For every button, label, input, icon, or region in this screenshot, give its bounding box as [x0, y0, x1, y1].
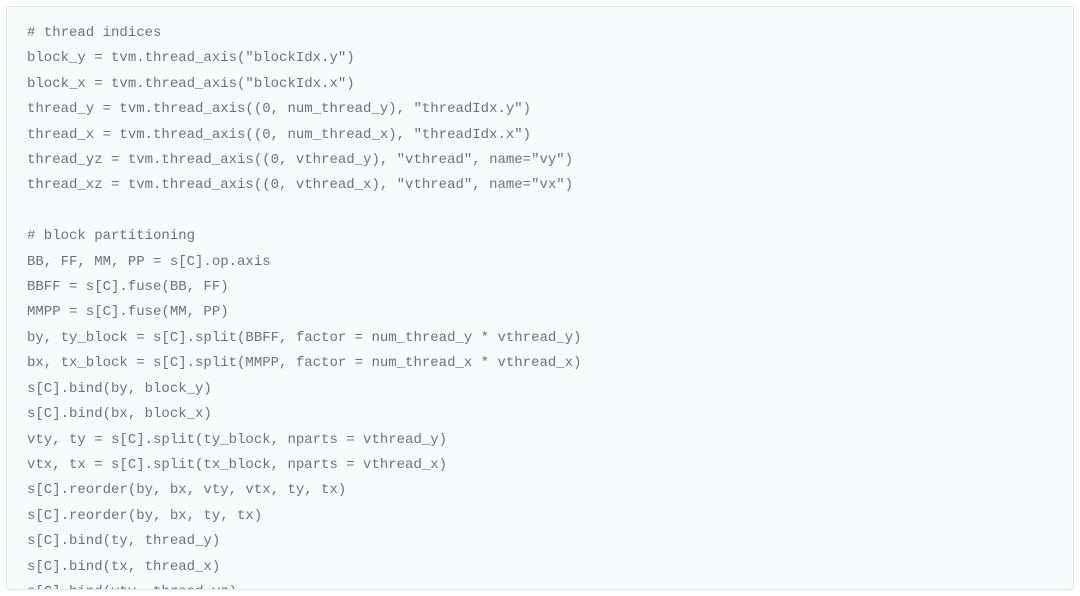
code-line: thread_x = tvm.thread_axis((0, num_threa…: [27, 123, 1053, 148]
code-line: block_x = tvm.thread_axis("blockIdx.x"): [27, 72, 1053, 97]
code-line: s[C].bind(bx, block_x): [27, 402, 1053, 427]
code-line: s[C].bind(by, block_y): [27, 377, 1053, 402]
code-line: vtx, tx = s[C].split(tx_block, nparts = …: [27, 453, 1053, 478]
code-line: s[C].bind(tx, thread_x): [27, 555, 1053, 580]
code-line: thread_y = tvm.thread_axis((0, num_threa…: [27, 97, 1053, 122]
code-line: BBFF = s[C].fuse(BB, FF): [27, 275, 1053, 300]
code-line: by, ty_block = s[C].split(BBFF, factor =…: [27, 326, 1053, 351]
code-line: BB, FF, MM, PP = s[C].op.axis: [27, 250, 1053, 275]
code-line: thread_xz = tvm.thread_axis((0, vthread_…: [27, 173, 1053, 198]
code-line: s[C].bind(vty, thread_yz): [27, 580, 1053, 590]
code-line: MMPP = s[C].fuse(MM, PP): [27, 300, 1053, 325]
code-line: # block partitioning: [27, 224, 1053, 249]
code-line: s[C].reorder(by, bx, vty, vtx, ty, tx): [27, 478, 1053, 503]
code-line: # thread indices: [27, 21, 1053, 46]
code-line: s[C].reorder(by, bx, ty, tx): [27, 504, 1053, 529]
code-block: # thread indicesblock_y = tvm.thread_axi…: [6, 6, 1074, 590]
code-line: block_y = tvm.thread_axis("blockIdx.y"): [27, 46, 1053, 71]
code-line: vty, ty = s[C].split(ty_block, nparts = …: [27, 428, 1053, 453]
code-line: thread_yz = tvm.thread_axis((0, vthread_…: [27, 148, 1053, 173]
code-line: [27, 199, 1053, 224]
code-line: bx, tx_block = s[C].split(MMPP, factor =…: [27, 351, 1053, 376]
code-line: s[C].bind(ty, thread_y): [27, 529, 1053, 554]
